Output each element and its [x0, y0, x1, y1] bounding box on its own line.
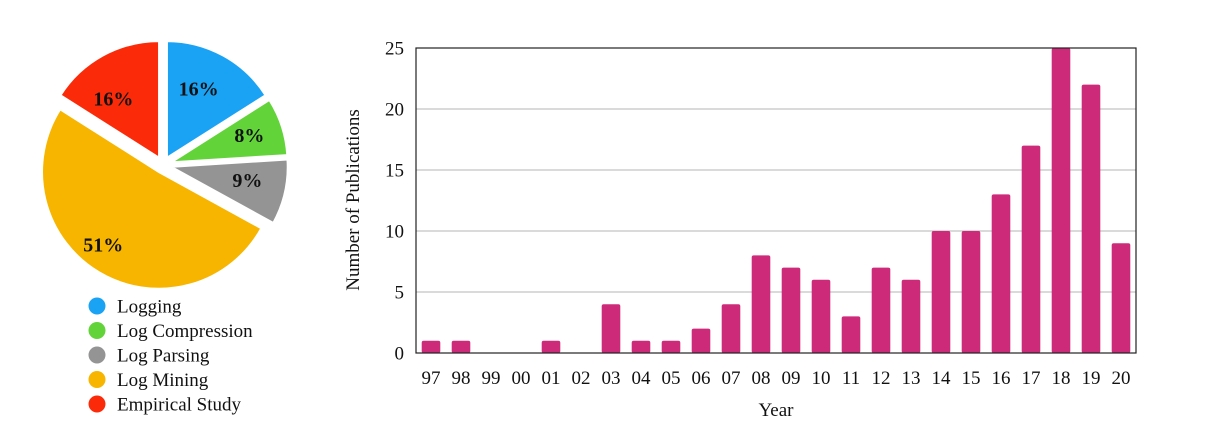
- bar-17: [1021, 145, 1041, 353]
- y-tick-label-0: 0: [395, 344, 405, 365]
- legend-marker-log-parsing: [88, 346, 106, 364]
- pie-label-log-mining: 51%: [83, 234, 123, 256]
- bar-19: [1081, 84, 1101, 353]
- legend-label-logging: Logging: [117, 297, 182, 318]
- bar-05: [661, 340, 681, 353]
- pie-slice-logging: [165, 39, 268, 160]
- x-tick-label-12: 12: [872, 368, 891, 389]
- pie-label-logging: 16%: [179, 78, 219, 100]
- pie-legend: Logging Log Compression Log Parsing Log Min…: [88, 297, 253, 416]
- x-tick-label-00: 00: [512, 368, 531, 389]
- x-tick-label-15: 15: [962, 368, 981, 389]
- pie-slice-log-mining: [40, 107, 263, 290]
- pie-slice-empirical-study: [58, 39, 161, 160]
- x-tick-label-14: 14: [932, 368, 952, 389]
- x-tick-label-05: 05: [662, 368, 681, 389]
- x-tick-label-09: 09: [782, 368, 801, 389]
- pie-label-log-parsing: 9%: [232, 170, 262, 192]
- pie-slice-log-compression: [170, 98, 289, 164]
- bar-18: [1051, 48, 1071, 353]
- legend-marker-log-mining: [88, 371, 106, 388]
- legend-label-log-compression: Log Compression: [117, 321, 253, 342]
- bar-14: [931, 231, 951, 353]
- x-tick-label-07: 07: [722, 368, 741, 389]
- bar-04: [631, 340, 651, 353]
- pie-label-empirical-study: 16%: [93, 88, 133, 110]
- y-tick-label-20: 20: [385, 100, 404, 121]
- x-tick-label-10: 10: [812, 368, 831, 389]
- bar-07: [721, 304, 741, 353]
- bar-06: [691, 328, 711, 353]
- x-tick-label-98: 98: [452, 368, 471, 389]
- x-tick-label-08: 08: [752, 368, 771, 389]
- x-tick-label-06: 06: [692, 368, 711, 389]
- y-tick-label-5: 5: [395, 283, 405, 304]
- bar-15: [961, 231, 981, 353]
- legend-marker-logging: [88, 297, 106, 315]
- bar-03: [601, 304, 621, 353]
- bar-97: [421, 340, 441, 353]
- legend-marker-log-compression: [88, 322, 106, 339]
- bar-09: [781, 267, 801, 353]
- x-tick-label-19: 19: [1082, 368, 1101, 389]
- y-tick-label-25: 25: [385, 39, 404, 60]
- bar-11: [841, 316, 861, 353]
- x-tick-label-04: 04: [632, 368, 652, 389]
- x-tick-label-13: 13: [902, 368, 921, 389]
- bar-20: [1111, 243, 1131, 353]
- bar-13: [901, 279, 921, 353]
- pie-chart: 16% 8% 9% 51% 16% Logging Log Compression Log …: [40, 39, 289, 416]
- legend-label-log-parsing: Log Parsing: [117, 346, 210, 367]
- x-tick-label-02: 02: [572, 368, 591, 389]
- x-tick-label-03: 03: [602, 368, 621, 389]
- x-tick-label-17: 17: [1022, 368, 1041, 389]
- y-tick-label-15: 15: [385, 161, 404, 182]
- bar-98: [451, 340, 471, 353]
- x-tick-label-99: 99: [482, 368, 501, 389]
- grid-lines: [416, 108, 1136, 293]
- legend-marker-empirical-study: [88, 395, 106, 413]
- bar-16: [991, 194, 1011, 353]
- legend-label-log-mining: Log Mining: [117, 370, 209, 391]
- x-axis-title: Year: [758, 400, 794, 421]
- bar-10: [811, 279, 831, 353]
- bar-12: [871, 267, 891, 353]
- bar-01: [541, 340, 561, 353]
- pie-slice-log-parsing: [166, 158, 289, 225]
- x-tick-label-16: 16: [992, 368, 1011, 389]
- y-tick-label-10: 10: [385, 222, 404, 243]
- pie-label-log-compression: 8%: [234, 125, 264, 147]
- legend-label-empirical-study: Empirical Study: [117, 395, 242, 416]
- x-tick-label-97: 97: [422, 368, 441, 389]
- bar-08: [751, 255, 771, 353]
- plot-frame: [415, 47, 1137, 354]
- y-axis-title: Number of Publications: [343, 109, 364, 291]
- x-tick-label-18: 18: [1052, 368, 1071, 389]
- x-tick-label-01: 01: [542, 368, 561, 389]
- x-tick-label-20: 20: [1112, 368, 1131, 389]
- x-tick-label-11: 11: [842, 368, 860, 389]
